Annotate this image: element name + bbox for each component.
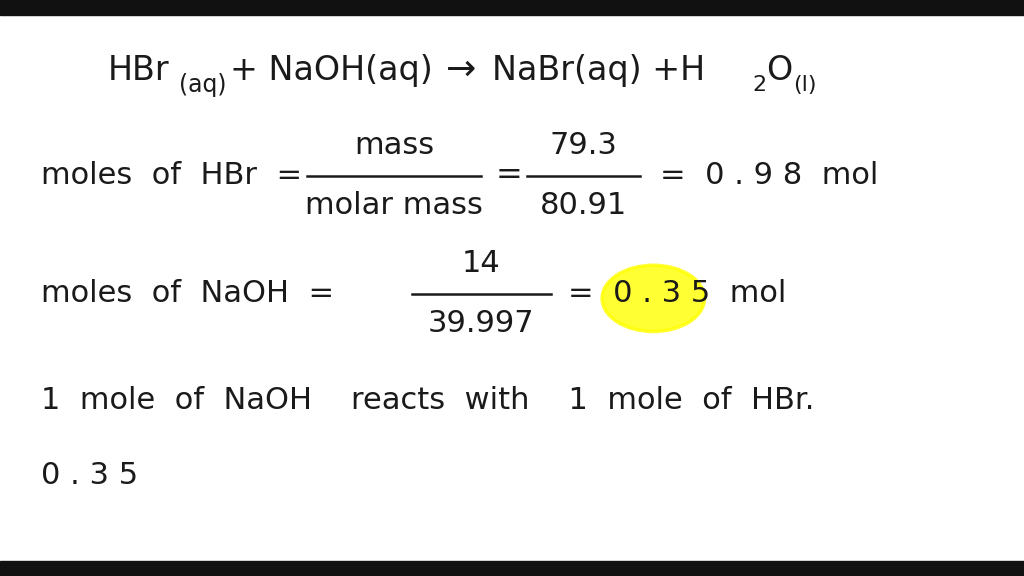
Text: (aq): (aq) (179, 73, 226, 97)
Text: =: = (496, 160, 522, 191)
Text: 39.997: 39.997 (428, 309, 535, 338)
Ellipse shape (602, 265, 705, 332)
Text: 14: 14 (462, 249, 501, 278)
Text: molar mass: molar mass (305, 191, 483, 220)
Text: 0 . 3 5: 0 . 3 5 (41, 461, 138, 490)
Bar (0, 0, 1024, 15)
Text: moles  of  HBr  =: moles of HBr = (41, 161, 302, 190)
Text: =  0 . 9 8  mol: = 0 . 9 8 mol (660, 161, 879, 190)
Text: HBr: HBr (108, 54, 169, 87)
Text: 2: 2 (753, 75, 767, 94)
Text: 79.3: 79.3 (550, 131, 617, 160)
Bar (0, 561, 1024, 576)
Text: mass: mass (354, 131, 434, 160)
Text: moles  of  NaOH  =: moles of NaOH = (41, 279, 334, 308)
Text: 1  mole  of  NaOH    reacts  with    1  mole  of  HBr.: 1 mole of NaOH reacts with 1 mole of HBr… (41, 386, 814, 415)
Text: O: O (766, 54, 793, 87)
Text: (l): (l) (794, 75, 817, 94)
Text: NaBr(aq) +H: NaBr(aq) +H (492, 54, 705, 87)
Text: 80.91: 80.91 (540, 191, 628, 220)
Text: →: → (445, 53, 476, 88)
Text: =  0 . 3 5  mol: = 0 . 3 5 mol (568, 279, 786, 308)
Text: + NaOH(aq): + NaOH(aq) (230, 54, 433, 87)
